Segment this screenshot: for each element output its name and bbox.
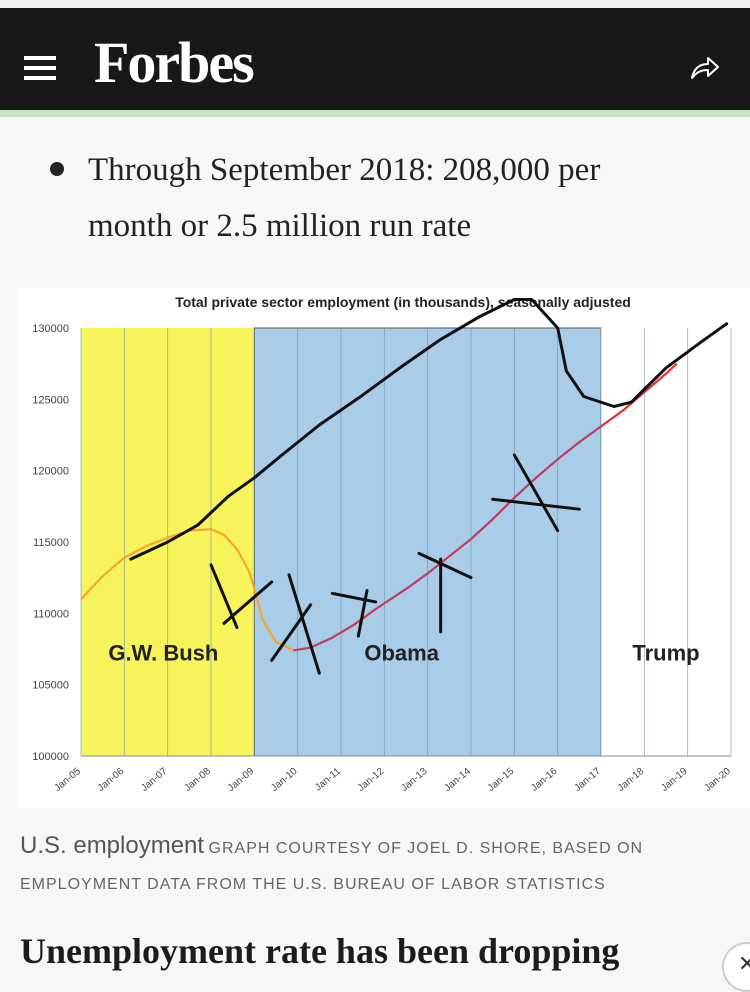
series-line-0 (80, 528, 294, 652)
x-tick-label: Jan-16 (529, 766, 560, 794)
hand-drawn-x-mark (270, 603, 313, 662)
caption-title: U.S. employment (20, 832, 205, 859)
y-tick-label: 105000 (32, 680, 69, 692)
hand-drawn-x-mark (330, 591, 378, 604)
y-tick-label: 120000 (32, 466, 69, 478)
x-tick-label: Jan-07 (139, 766, 170, 794)
x-tick-label: Jan-17 (572, 766, 603, 794)
y-tick-label: 115000 (33, 537, 69, 549)
y-tick-label: 130000 (32, 323, 69, 335)
x-tick-label: Jan-18 (616, 766, 647, 794)
hand-drawn-x-mark (417, 551, 473, 580)
hand-drawn-x-mark (356, 589, 369, 638)
region-label: Obama (364, 640, 439, 665)
y-tick-label: 110000 (33, 608, 69, 620)
series-line-2 (600, 362, 678, 428)
close-button[interactable]: ✕ (722, 942, 750, 992)
x-tick-label: Jan-12 (356, 766, 387, 794)
bullet-line-1: Through September 2018: 208,000 per (88, 152, 601, 188)
x-tick-label: Jan-20 (702, 766, 733, 794)
chart-title: Total private sector employment (in thou… (175, 294, 631, 310)
hand-drawn-trend-line (129, 298, 729, 561)
share-icon[interactable] (688, 54, 720, 82)
x-tick-label: Jan-06 (96, 766, 127, 794)
hand-drawn-x-mark (222, 580, 274, 625)
x-tick-label: Jan-19 (659, 766, 690, 794)
close-icon: ✕ (738, 952, 750, 977)
bullet-text: Through September 2018: 208,000 per mont… (88, 142, 728, 254)
header-accent-bar (0, 110, 750, 117)
x-tick-label: Jan-14 (442, 766, 473, 794)
x-tick-label: Jan-15 (486, 766, 517, 794)
region-label: G.W. Bush (108, 640, 218, 665)
x-tick-label: Jan-08 (182, 766, 213, 794)
hand-drawn-x-mark (512, 453, 560, 533)
site-logo[interactable]: Forbes (94, 30, 255, 95)
y-tick-label: 100000 (32, 751, 69, 763)
top-strip (0, 0, 750, 8)
x-tick-label: Jan-05 (52, 766, 83, 794)
employment-chart: 100000 105000 110000 115000 120000 125000 1300… (18, 288, 750, 808)
x-tick-label: Jan-13 (399, 766, 430, 794)
figure-caption: U.S. employment GRAPH COURTESY OF JOEL D… (20, 828, 730, 903)
region-label: Trump (632, 640, 699, 665)
region-trump (601, 328, 731, 756)
hamburger-menu-icon[interactable] (24, 56, 56, 80)
caption-credit-2: EMPLOYMENT DATA FROM THE U.S. BUREAU OF … (20, 876, 606, 893)
x-tick-label: Jan-10 (269, 766, 300, 794)
bullet-dot (50, 162, 64, 176)
y-tick-label: 125000 (32, 394, 69, 406)
x-tick-label: Jan-11 (313, 766, 343, 794)
section-heading: Unemployment rate has been dropping (20, 931, 620, 971)
series-line-1 (293, 425, 602, 652)
chart-svg: 100000 105000 110000 115000 120000 125000 1300… (32, 294, 733, 794)
bullet-line-2: month or 2.5 million run rate (88, 208, 472, 244)
caption-credit-1: GRAPH COURTESY OF JOEL D. SHORE, BASED O… (208, 840, 644, 857)
hand-drawn-x-mark (491, 497, 581, 511)
x-tick-label: Jan-09 (226, 766, 257, 794)
hand-drawn-x-mark (287, 573, 321, 675)
site-header: Forbes (0, 8, 750, 110)
